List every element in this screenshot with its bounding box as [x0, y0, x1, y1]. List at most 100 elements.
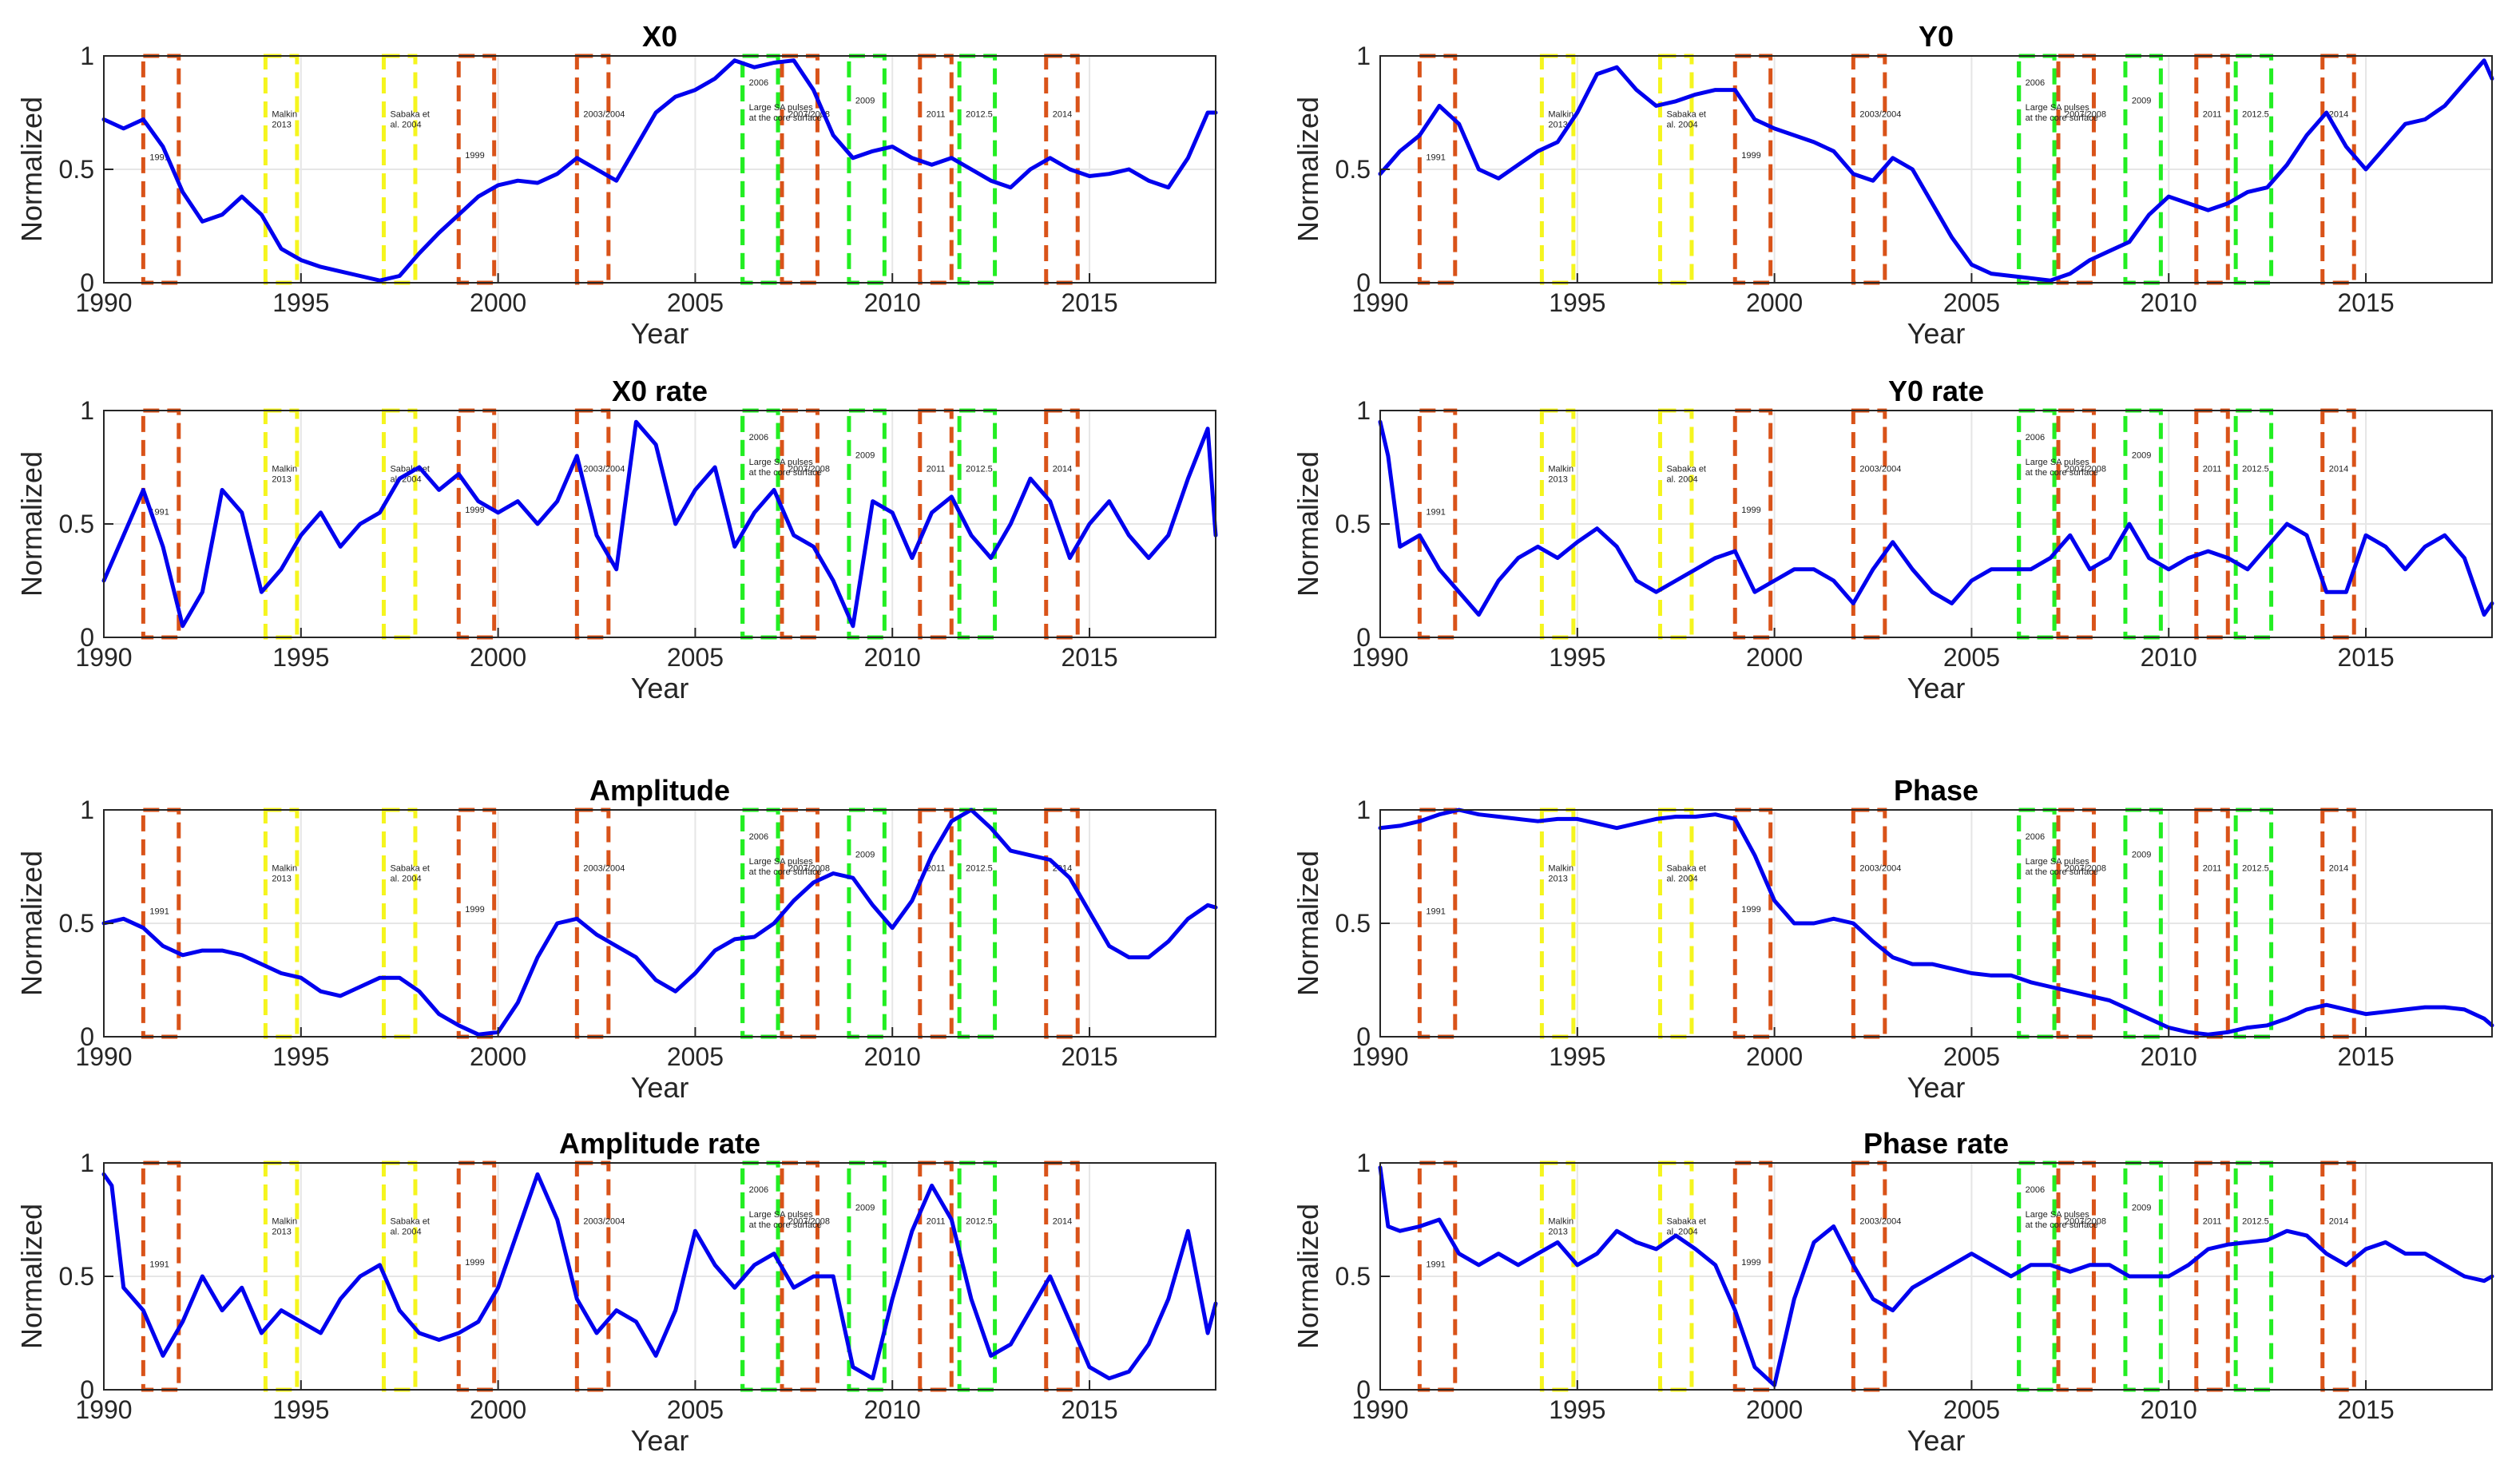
event-label: 2007/2008 [2065, 110, 2106, 120]
event-label: 2009 [2132, 451, 2151, 461]
event-label: Large SA pulses at the core surface [749, 1210, 822, 1230]
x-axis-label: Year [1907, 317, 1966, 350]
event-label: 1991 [149, 1260, 169, 1270]
event-label: 2014 [1053, 1217, 1072, 1227]
data-line [101, 1172, 1218, 1381]
x-tick-label: 2000 [1746, 643, 1803, 672]
data-line [101, 419, 1218, 629]
event-label: 2006 [749, 78, 768, 88]
event-label: 2006 [2026, 78, 2045, 88]
y-tick-label: 0 [1356, 268, 1371, 297]
event-label: 2009 [855, 451, 875, 461]
x-tick-label: 2000 [1746, 1042, 1803, 1071]
event-box [2056, 54, 2096, 285]
event-box [1732, 408, 1773, 640]
event-label: 2014 [1053, 110, 1072, 120]
x-tick-label: 2010 [2141, 1042, 2197, 1071]
x-tick-label: 1995 [272, 1395, 329, 1424]
event-label: 2009 [2132, 851, 2151, 860]
data-line [101, 58, 1218, 283]
event-label: Sabaka et al. 2004 [390, 110, 430, 130]
y-tick-label: 0.5 [59, 510, 94, 538]
x-axis-label: Year [1907, 1424, 1966, 1457]
x-tick-label: 2010 [864, 1395, 921, 1424]
event-box [2233, 408, 2274, 640]
x-tick-label: 2015 [2337, 1042, 2394, 1071]
x-tick-label: 2000 [470, 643, 526, 672]
chart-panel-y0-rate: 1991 Malkin 2013 Sabaka et al. 2004 1999 2003/… [1292, 375, 2494, 704]
event-label: 2009 [2132, 1204, 2151, 1213]
event-label: 1991 [149, 907, 169, 917]
event-label: 2007/2008 [2065, 465, 2106, 474]
x-tick-label: 1995 [272, 643, 329, 672]
x-tick-label: 1990 [75, 1042, 132, 1071]
x-tick-label: 2005 [1943, 643, 2000, 672]
y-axis-label: Normalized [1292, 851, 1324, 996]
event-label: 2007/2008 [2065, 864, 2106, 874]
event-label: Large SA pulses at the core surface [749, 458, 822, 478]
x-tick-label: 1990 [1351, 1395, 1408, 1424]
event-label: 2012.5 [966, 864, 993, 874]
y-tick-label: 1 [80, 396, 94, 425]
chart-title: Phase [1894, 774, 1978, 807]
data-line [1378, 58, 2494, 283]
event-box [2123, 54, 2163, 285]
event-label: Malkin 2013 [272, 864, 297, 884]
x-tick-label: 2010 [864, 1042, 921, 1071]
event-label: 2003/2004 [583, 110, 625, 120]
event-label: 2006 [2026, 832, 2045, 842]
event-box [2123, 408, 2163, 640]
event-box [1732, 807, 1773, 1039]
event-label: 2012.5 [2242, 465, 2269, 474]
event-label: 2003/2004 [583, 465, 625, 474]
event-label: Large SA pulses at the core surface [749, 857, 822, 877]
x-tick-label: 2000 [470, 1395, 526, 1424]
chart-panel-y0: 1991 Malkin 2013 Sabaka et al. 2004 1999 2003/… [1292, 20, 2494, 350]
event-label: 2003/2004 [583, 1217, 625, 1227]
y-tick-label: 0.5 [1335, 510, 1371, 538]
event-label: 2009 [855, 97, 875, 106]
event-box [456, 54, 497, 285]
event-box [2017, 1161, 2057, 1392]
event-box [957, 54, 998, 285]
event-box [1732, 1161, 1773, 1392]
event-label: 2003/2004 [1859, 465, 1901, 474]
event-label: 2012.5 [2242, 1217, 2269, 1227]
x-tick-label: 2010 [2141, 1395, 2197, 1424]
event-label: 2006 [2026, 433, 2045, 442]
event-label: Malkin 2013 [1548, 1217, 1573, 1237]
chart-panel-x0: 1991 Malkin 2013 Sabaka et al. 2004 1999 2003/… [15, 20, 1218, 350]
event-box [2017, 54, 2057, 285]
x-axis-label: Year [1907, 672, 1966, 704]
event-box [141, 408, 181, 640]
chart-title: Y0 [1919, 20, 1954, 53]
event-box [141, 807, 181, 1039]
x-tick-label: 2015 [1061, 1395, 1117, 1424]
x-tick-label: 2005 [667, 643, 724, 672]
event-box [957, 1161, 998, 1392]
x-tick-label: 2005 [1943, 1395, 2000, 1424]
event-label: 2003/2004 [1859, 1217, 1901, 1227]
event-label: 2012.5 [2242, 864, 2269, 874]
x-tick-label: 1995 [272, 1042, 329, 1071]
event-label: 2007/2008 [788, 465, 830, 474]
event-label: 2011 [927, 465, 946, 474]
x-tick-label: 1995 [1549, 288, 1605, 317]
event-box [957, 408, 998, 640]
event-box [740, 54, 780, 285]
data-line [1378, 419, 2494, 617]
x-tick-label: 1990 [75, 1395, 132, 1424]
event-label: Malkin 2013 [1548, 110, 1573, 130]
data-line [1378, 807, 2494, 1037]
event-label: Large SA pulses at the core surface [2026, 857, 2098, 877]
event-label: 2014 [2329, 1217, 2348, 1227]
event-label: Malkin 2013 [272, 465, 297, 485]
y-tick-label: 0.5 [1335, 155, 1371, 184]
y-tick-label: 0 [80, 1022, 94, 1051]
x-tick-label: 2010 [2141, 288, 2197, 317]
x-tick-label: 2000 [470, 1042, 526, 1071]
x-tick-label: 2015 [1061, 643, 1117, 672]
event-label: 2009 [855, 1204, 875, 1213]
x-tick-label: 2005 [1943, 288, 2000, 317]
event-label: 2012.5 [2242, 110, 2269, 120]
